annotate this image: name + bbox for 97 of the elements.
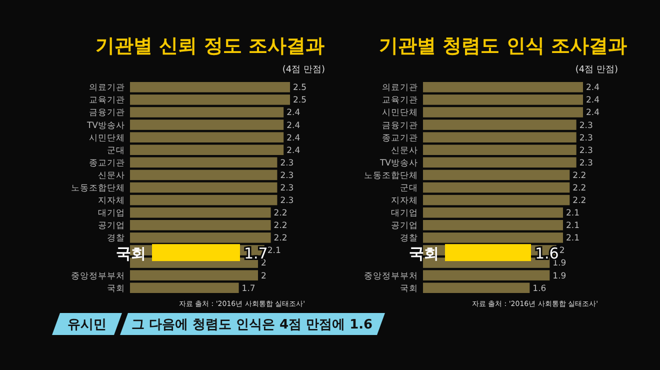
- y-tick-label: 국회: [107, 284, 125, 294]
- bar: [423, 94, 583, 105]
- data-label: 2.4: [286, 146, 300, 156]
- data-label: 2: [559, 246, 565, 256]
- y-tick-label: 금융기관: [89, 108, 125, 118]
- data-label: 2.1: [566, 208, 580, 219]
- y-tick-label: 대기업: [98, 208, 125, 219]
- data-label: 2.3: [280, 196, 294, 206]
- bar: [130, 132, 284, 142]
- data-label: 2.5: [293, 83, 307, 94]
- y-tick-label: TV방송사: [378, 158, 418, 168]
- y-tick-label: 군대: [107, 146, 125, 156]
- bar: [423, 170, 570, 180]
- bar: [130, 107, 284, 118]
- data-label: 2.4: [586, 108, 600, 118]
- y-tick-label: 신문사: [98, 170, 125, 181]
- bar: [423, 182, 570, 193]
- data-label: 2.4: [286, 108, 300, 118]
- data-label: 2.3: [579, 146, 593, 156]
- y-tick-label: 국회: [400, 284, 418, 294]
- data-label: 2.1: [566, 234, 580, 244]
- bar: [423, 157, 576, 168]
- data-label: 2.3: [280, 183, 294, 194]
- y-tick-label: 대기업: [391, 208, 418, 219]
- y-tick-label: 금융기관: [382, 120, 418, 131]
- y-tick-label: 의료기관: [382, 83, 418, 94]
- data-label: 2.2: [572, 170, 586, 181]
- y-tick-label: 교육기관: [382, 96, 418, 106]
- chart-subtitle: (4점 만점): [575, 65, 618, 75]
- bar: [423, 270, 550, 280]
- data-label: 2.3: [579, 120, 593, 131]
- bar: [423, 220, 563, 230]
- y-tick-label: 군대: [400, 183, 418, 194]
- data-label: 1.9: [552, 271, 566, 282]
- data-label: 1.6: [532, 284, 546, 294]
- data-label: 2.3: [579, 133, 593, 144]
- bar: [130, 270, 258, 280]
- data-label: 2.4: [586, 83, 600, 94]
- y-tick-label: 지자체: [98, 196, 125, 206]
- bar: [423, 120, 576, 130]
- bar: [130, 82, 290, 92]
- y-tick-label: 경찰: [107, 234, 125, 244]
- data-label: 2.2: [572, 183, 586, 194]
- bar: [423, 82, 583, 92]
- y-tick-label: 종교기관: [382, 133, 418, 144]
- bar: [423, 194, 570, 206]
- data-label: 1.9: [552, 258, 566, 269]
- bar: [130, 182, 278, 193]
- bar: [423, 107, 583, 118]
- data-label: 2.4: [286, 120, 300, 131]
- data-label: 2.1: [566, 221, 580, 232]
- data-label: 2.4: [586, 96, 600, 106]
- bar: [423, 132, 576, 142]
- data-label: 2.3: [280, 170, 294, 181]
- data-label: 2.5: [293, 96, 307, 106]
- y-tick-label: 신문사: [391, 146, 418, 156]
- y-tick-label: TV방송사: [86, 120, 125, 131]
- data-label: 2.3: [579, 158, 593, 168]
- bar: [423, 207, 563, 218]
- y-tick-label: 시민단체: [382, 108, 418, 118]
- bar: [130, 207, 271, 218]
- data-label: 2.1: [267, 246, 281, 256]
- text: 유시민: [68, 318, 106, 333]
- y-tick-label: 경찰: [400, 234, 418, 244]
- bar: [130, 94, 290, 105]
- y-tick-label: 노동조합단체: [364, 170, 418, 181]
- y-tick-label: 공기업: [391, 221, 418, 232]
- bar: [423, 282, 530, 293]
- y-tick-label: 공기업: [98, 221, 125, 232]
- data-label: 2.2: [572, 196, 586, 206]
- bar: [130, 220, 271, 230]
- text: 그 다음에 청렴도 인식은 4점 만점에 1.6: [131, 318, 373, 333]
- y-tick-label: 중앙정부부처: [71, 271, 125, 282]
- y-tick-label: 지자체: [391, 196, 418, 206]
- bar: [130, 120, 284, 130]
- bar: [130, 194, 278, 206]
- chart-subtitle: (4점 만점): [282, 65, 325, 75]
- data-label: 1.7: [242, 284, 256, 294]
- data-label: 2: [261, 271, 266, 282]
- data-label: 2.2: [274, 208, 288, 219]
- chart-title: 기관별 청렴도 인식 조사결과: [379, 35, 627, 57]
- data-label: 2.3: [280, 158, 294, 168]
- data-label: 2.2: [274, 234, 288, 244]
- data-label: 2.2: [274, 221, 288, 232]
- bar: [130, 144, 284, 156]
- y-tick-label: 노동조합단체: [71, 183, 125, 194]
- bar: [130, 170, 278, 180]
- chart-title: 기관별 신뢰 정도 조사결과: [96, 35, 324, 57]
- bar: [130, 157, 278, 168]
- y-tick-label: 종교기관: [89, 158, 125, 168]
- bar: [423, 144, 576, 156]
- y-tick-label: 중앙정부부처: [364, 271, 418, 282]
- y-tick-label: 의료기관: [89, 83, 125, 94]
- y-tick-label: 교육기관: [89, 96, 125, 106]
- y-tick-label: 시민단체: [89, 133, 125, 144]
- bar: [130, 282, 239, 293]
- data-label: 2.4: [286, 133, 300, 144]
